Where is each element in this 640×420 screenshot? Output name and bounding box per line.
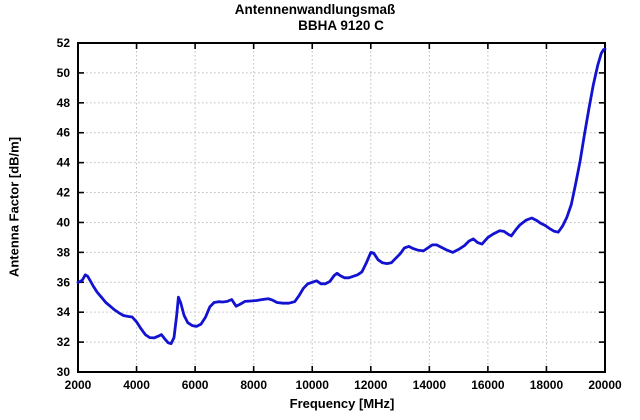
x-tick-label: 4000: [123, 378, 150, 392]
y-tick-label: 34: [57, 305, 71, 319]
x-tick-label: 2000: [65, 378, 92, 392]
x-tick-label: 20000: [588, 378, 622, 392]
x-tick-label: 10000: [296, 378, 330, 392]
data-curve: [76, 47, 607, 346]
x-tick-label: 8000: [240, 378, 267, 392]
y-tick-label: 44: [57, 156, 71, 170]
chart-title: Antennenwandlungsmaß: [234, 2, 396, 17]
y-tick-label: 46: [57, 126, 71, 140]
x-tick-label: 14000: [413, 378, 447, 392]
chart-subtitle: BBHA 9120 C: [298, 18, 384, 33]
x-axis-title: Frequency [MHz]: [289, 396, 395, 411]
plot-border: [77, 42, 606, 373]
y-tick-label: 30: [57, 365, 71, 379]
y-tick-label: 38: [57, 245, 71, 259]
y-tick-label: 50: [57, 66, 71, 80]
x-tick-label: 16000: [471, 378, 505, 392]
y-tick-label: 48: [57, 96, 71, 110]
y-tick-label: 52: [57, 36, 71, 50]
x-tick-label: 6000: [182, 378, 209, 392]
x-tick-label: 18000: [530, 378, 564, 392]
y-tick-label: 42: [57, 186, 71, 200]
y-tick-label: 32: [57, 335, 71, 349]
x-tick-label: 12000: [354, 378, 388, 392]
y-tick-label: 40: [57, 215, 71, 229]
y-tick-label: 36: [57, 275, 71, 289]
